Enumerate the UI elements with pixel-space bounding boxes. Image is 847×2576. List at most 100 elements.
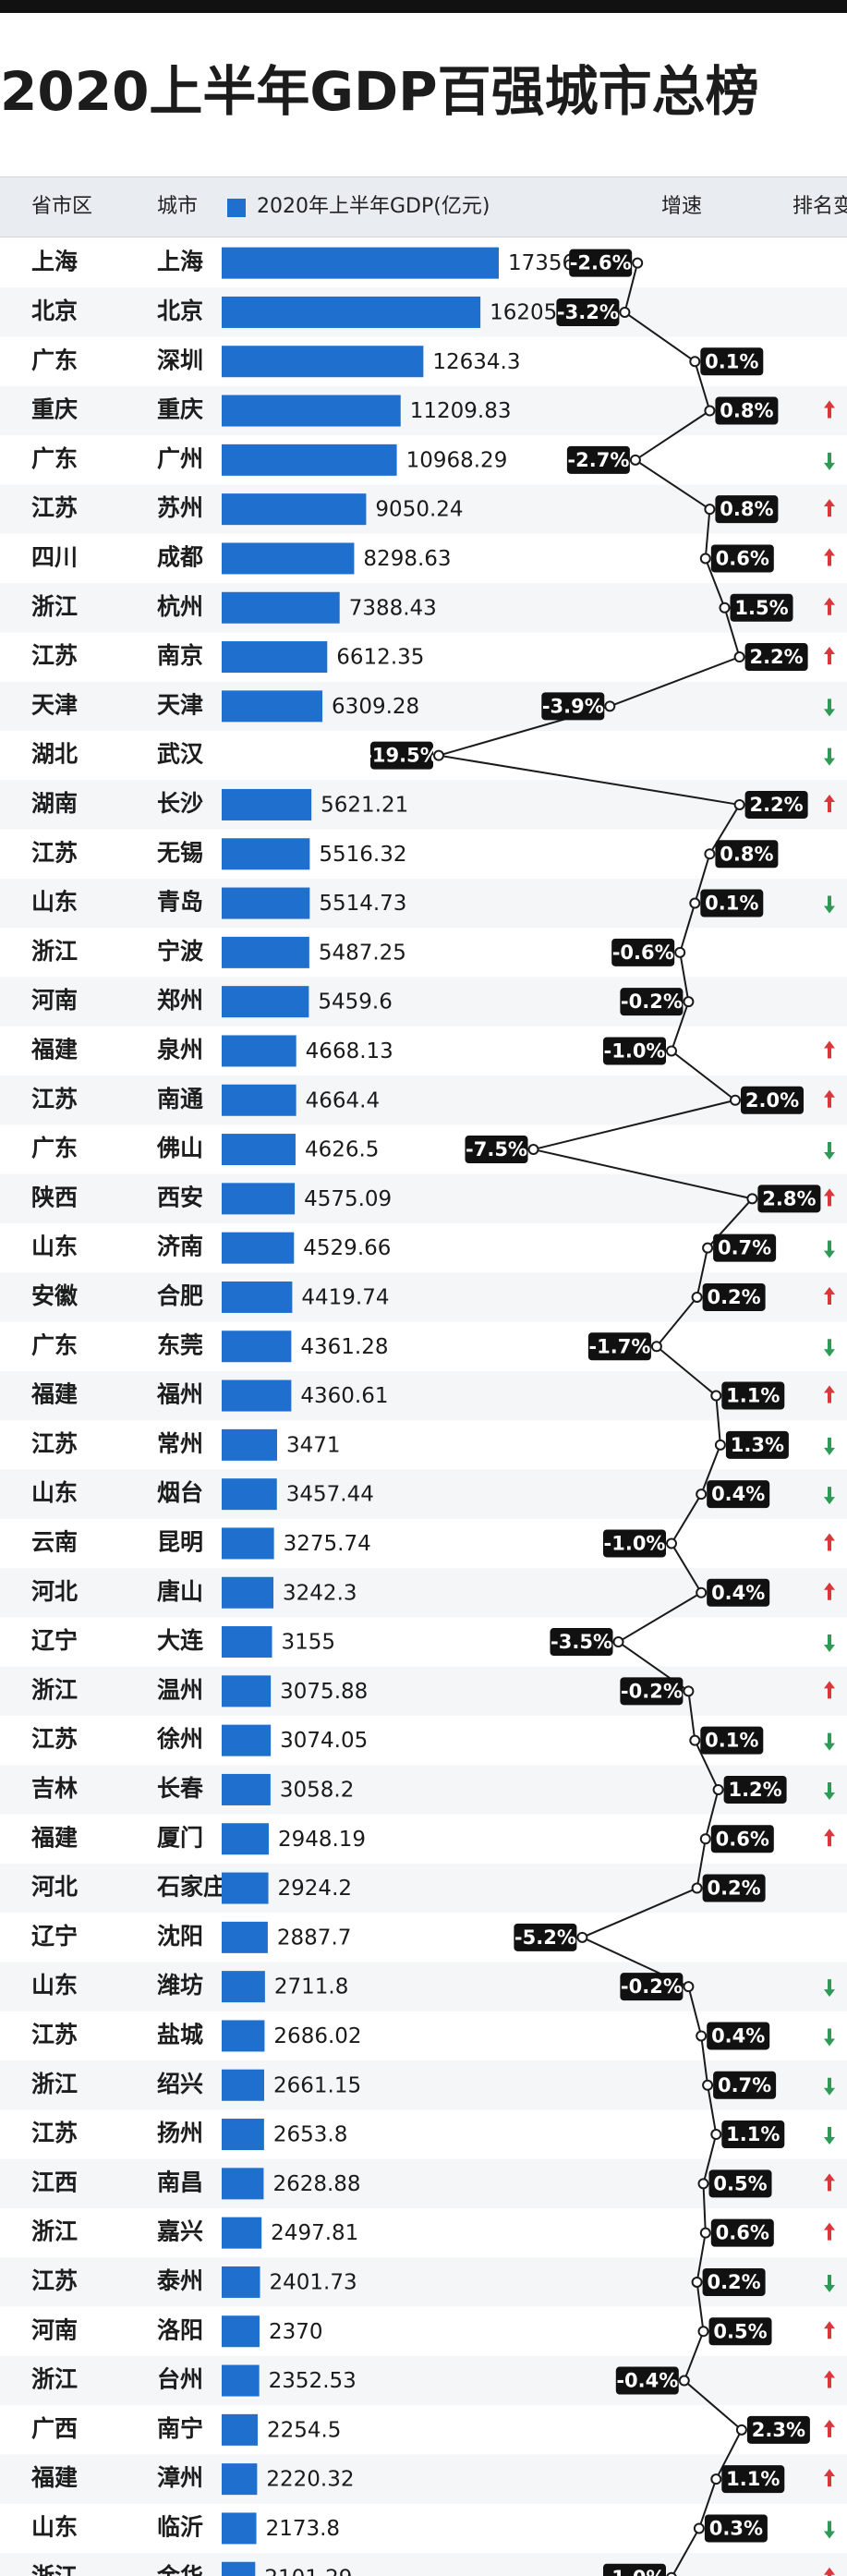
city-label: 无锡 [157, 839, 203, 866]
gdp-bar [222, 2463, 258, 2496]
growth-point [689, 897, 701, 909]
gdp-value-label: 2628.88 [272, 2172, 360, 2196]
province-label: 浙江 [31, 938, 78, 965]
row-band [0, 1765, 847, 1815]
growth-pill [746, 2415, 810, 2444]
gdp-bar [222, 542, 355, 575]
growth-point [433, 749, 444, 761]
gdp-value-label: 3074.05 [280, 1729, 368, 1753]
gdp-value-label: 5621.21 [321, 793, 408, 817]
growth-label: 1.5% [734, 597, 788, 619]
gdp-value-label: 2887.7 [277, 1926, 351, 1950]
gdp-value-label: 2924.2 [278, 1877, 352, 1901]
gdp-value-label: 2686.02 [273, 2024, 361, 2048]
rank-down-icon [824, 2077, 835, 2096]
city-label: 泰州 [157, 2267, 203, 2294]
gdp-value-label: 3242.3 [283, 1581, 357, 1605]
growth-point [629, 454, 641, 466]
growth-label: 0.2% [707, 2271, 760, 2293]
growth-label: -1.0% [604, 2567, 666, 2576]
growth-label: -19.5% [364, 745, 440, 767]
growth-point [710, 2129, 722, 2141]
growth-point [710, 1390, 722, 1402]
province-label: 河南 [31, 987, 78, 1014]
growth-point [699, 2227, 711, 2239]
gdp-value-label: 7388.43 [349, 596, 437, 620]
gdp-bar [222, 1232, 295, 1264]
province-label: 山东 [31, 889, 78, 916]
growth-label: -1.0% [604, 1039, 666, 1062]
gdp-value-label: 2352.53 [269, 2369, 357, 2393]
rank-up-icon [824, 1188, 835, 1207]
province-label: 河北 [31, 1578, 78, 1605]
growth-label: -0.4% [616, 2370, 678, 2392]
gdp-value-label: 4360.61 [300, 1384, 388, 1408]
city-label: 济南 [157, 1233, 203, 1260]
growth-point [735, 2424, 747, 2436]
province-label: 浙江 [31, 593, 78, 620]
growth-label: -2.7% [567, 449, 629, 471]
growth-label: -2.6% [570, 252, 632, 274]
city-label: 金华 [156, 2563, 203, 2576]
gdp-bar [222, 2069, 264, 2101]
growth-label: 0.6% [716, 547, 769, 569]
city-label: 宁波 [157, 938, 204, 965]
growth-pill [702, 1874, 766, 1902]
growth-pill [713, 1233, 777, 1262]
province-label: 广东 [31, 346, 78, 373]
rank-up-icon [824, 2370, 835, 2388]
growth-label: 1.3% [731, 1434, 784, 1456]
growth-point [689, 1734, 701, 1746]
province-label: 陕西 [31, 1184, 78, 1210]
gdp-bar [222, 1675, 272, 1707]
growth-label: -3.9% [542, 695, 604, 717]
growth-pill [620, 988, 684, 1016]
rank-up-icon [824, 1582, 835, 1600]
growth-point [693, 2522, 705, 2534]
growth-label: -5.2% [514, 1926, 576, 1949]
gdp-bar [222, 2020, 265, 2052]
growth-label: 1.2% [728, 1779, 781, 1801]
city-label: 徐州 [156, 1726, 203, 1753]
city-label: 南京 [157, 642, 203, 669]
growth-point [666, 2571, 677, 2576]
growth-point [678, 2375, 690, 2387]
province-label: 北京 [31, 298, 78, 324]
rank-up-icon [824, 2567, 835, 2576]
growth-pill [721, 1381, 785, 1410]
growth-label: -3.5% [551, 1631, 612, 1653]
growth-pill [741, 1086, 804, 1114]
gdp-bar [222, 986, 309, 1018]
province-label: 天津 [31, 691, 78, 718]
province-label: 江苏 [31, 494, 78, 521]
city-label: 烟台 [157, 1479, 203, 1506]
growth-label: 0.8% [720, 400, 773, 422]
province-label: 广东 [31, 1135, 78, 1161]
gdp-bar [222, 2266, 260, 2298]
growth-label: 0.2% [707, 1877, 760, 1900]
province-label: 重庆 [31, 396, 78, 423]
gdp-bar [222, 395, 401, 427]
growth-pill [569, 249, 633, 277]
header-gdp: 2020年上半年GDP(亿元) [257, 195, 490, 218]
gdp-value-label: 6309.28 [332, 695, 419, 719]
province-label: 河南 [31, 2316, 78, 2343]
city-label: 广州 [157, 445, 203, 472]
growth-label: 0.1% [705, 893, 758, 915]
gdp-bar [222, 1823, 269, 1855]
growth-label: 0.4% [711, 1582, 765, 1604]
rank-down-icon [824, 452, 835, 470]
row-band [0, 1370, 847, 1421]
city-label: 郑州 [157, 987, 203, 1014]
province-label: 山东 [31, 2513, 78, 2540]
gdp-value-label: 10968.29 [406, 448, 508, 472]
city-label: 南昌 [157, 2169, 203, 2195]
growth-point [683, 1685, 695, 1697]
row-band [0, 2553, 847, 2576]
rank-up-icon [824, 400, 835, 419]
city-label: 厦门 [157, 1824, 203, 1851]
gdp-value-label: 4626.5 [305, 1138, 379, 1162]
gdp-value-label: 4575.09 [304, 1187, 392, 1211]
rank-up-icon [824, 1829, 835, 1847]
rank-down-icon [824, 895, 835, 914]
